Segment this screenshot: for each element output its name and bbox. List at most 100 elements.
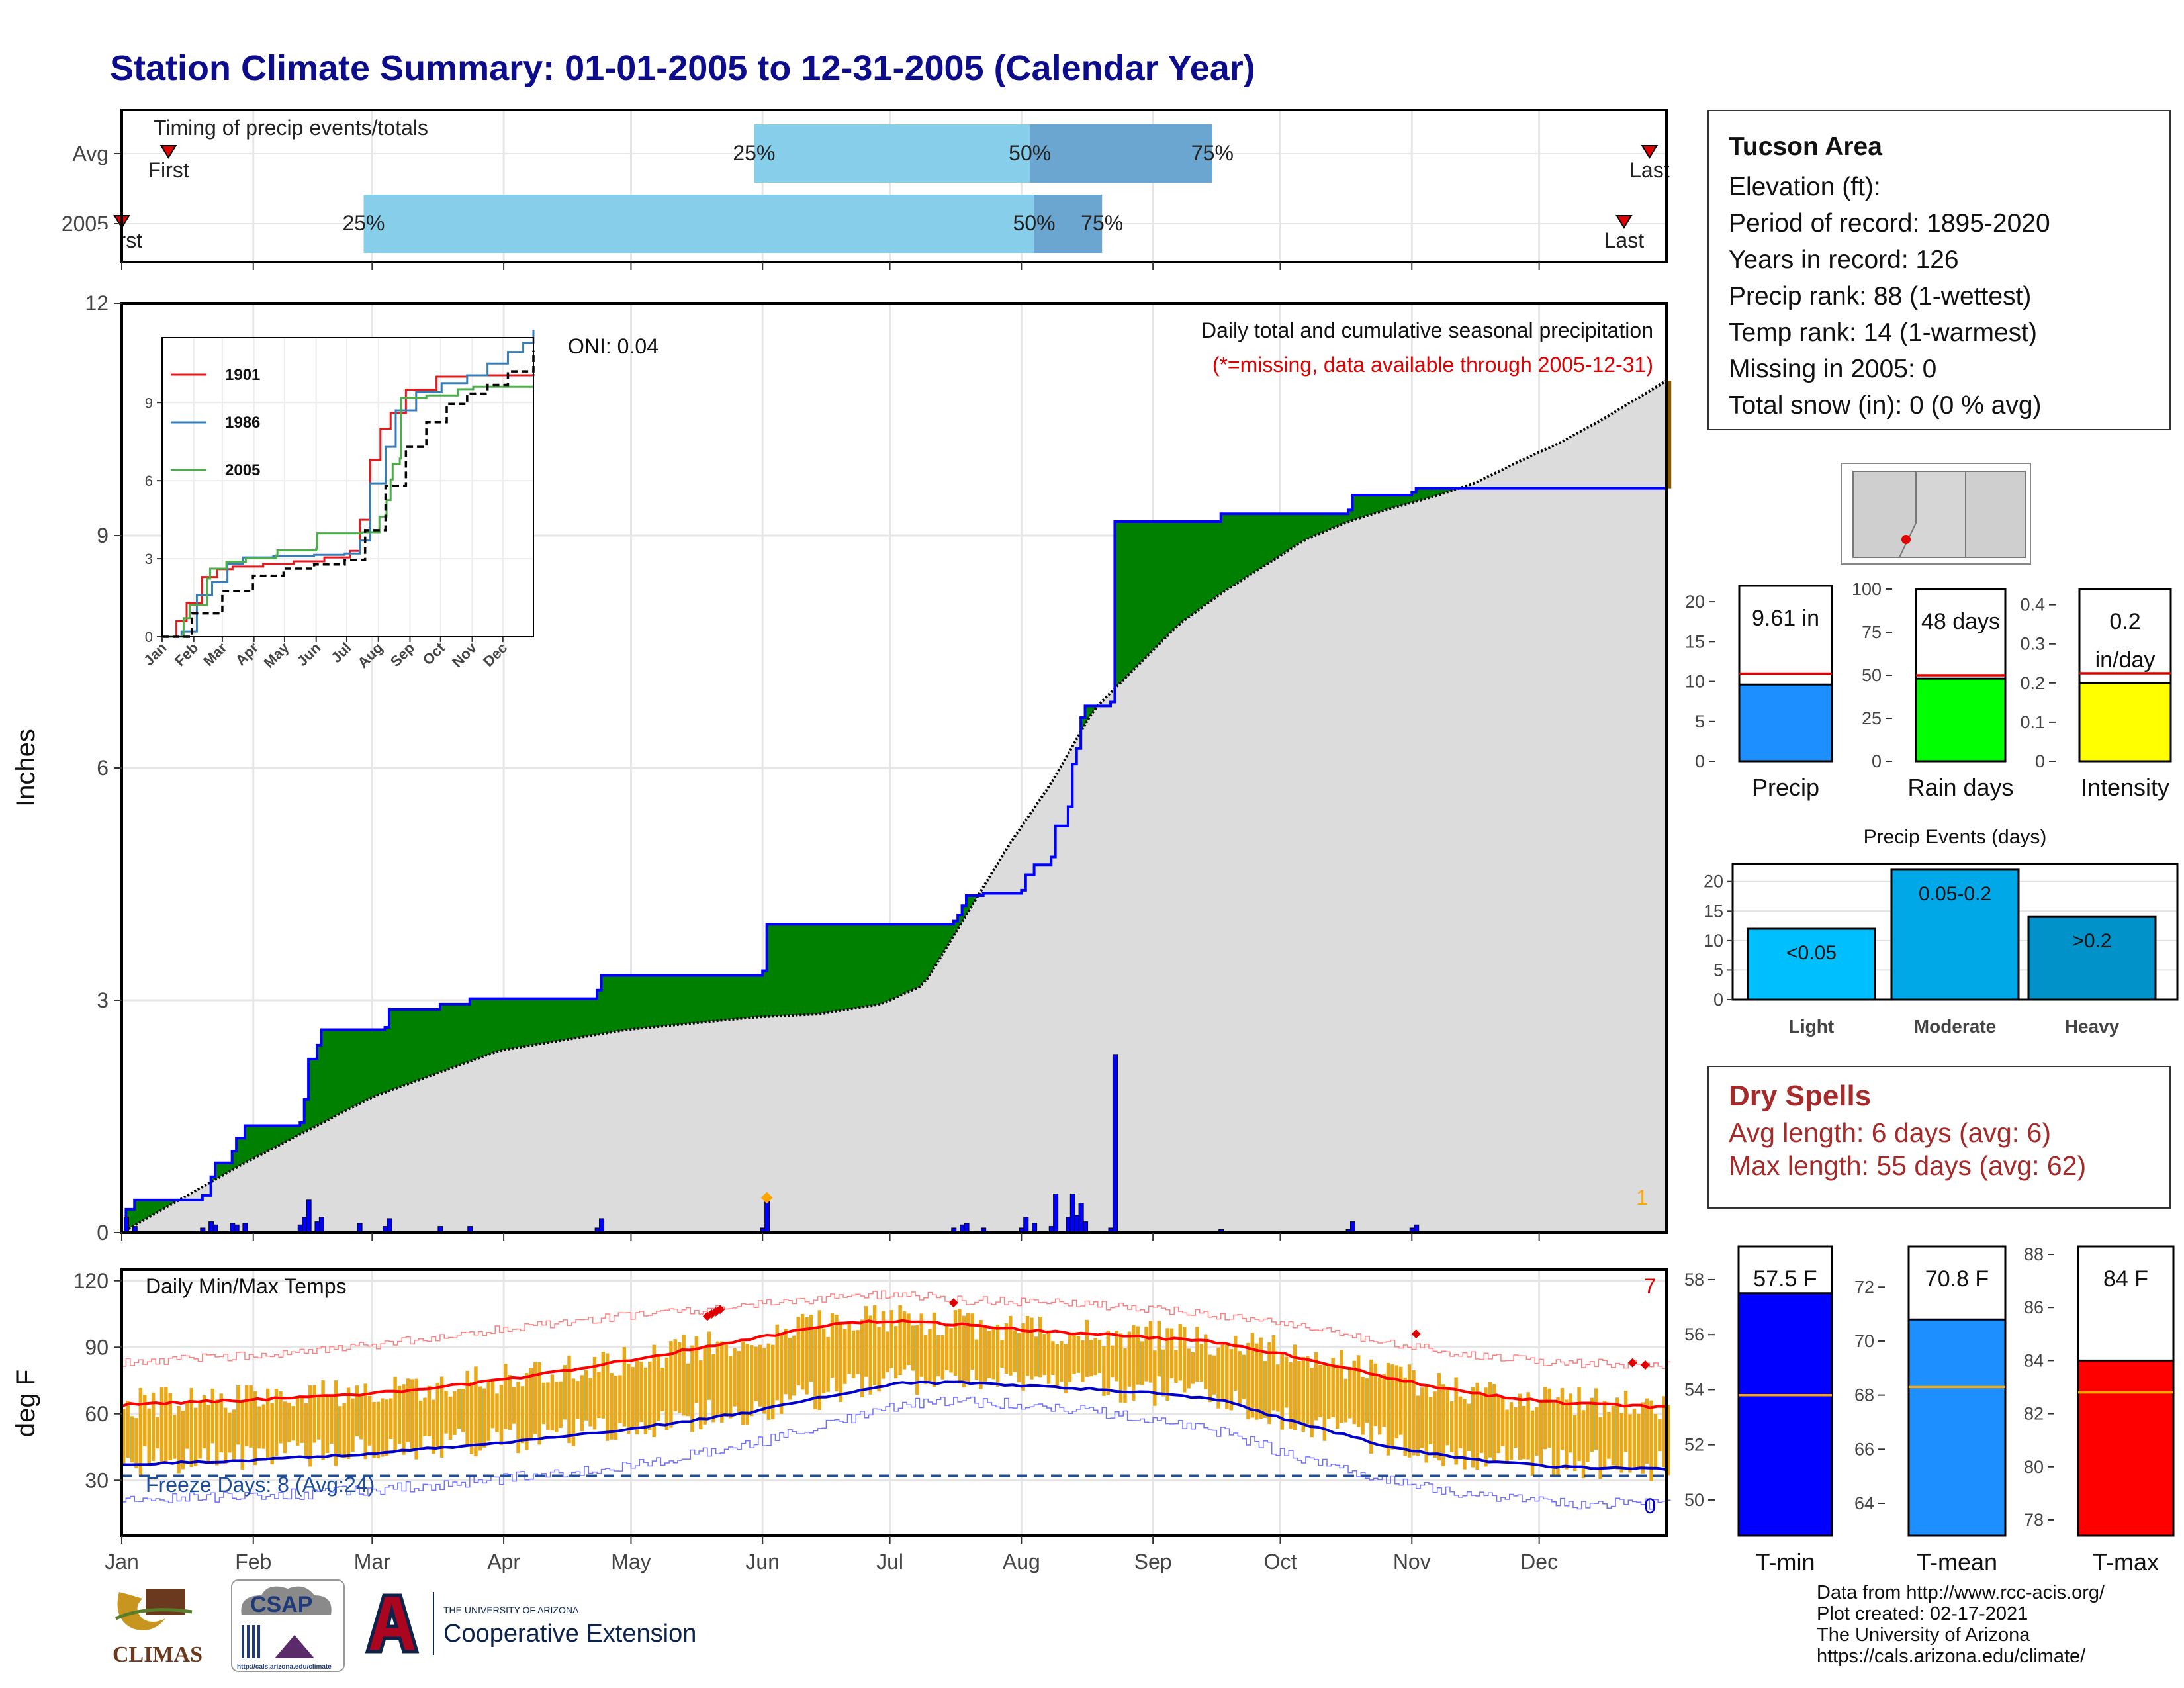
csap-logo: CSAP http://cals.arizona.edu/climate xyxy=(231,1579,345,1672)
dry-spells-avg: Avg length: 6 days (avg: 6) xyxy=(1729,1117,2051,1148)
timing-bar-50-75 xyxy=(1030,124,1212,183)
credit-plot-created: Plot created: 02-17-2021 xyxy=(1817,1603,2028,1624)
intensity-tick-label: 0 xyxy=(2035,751,2045,771)
daily-precip-bar xyxy=(1053,1194,1059,1233)
inset-legend-label: 1986 xyxy=(225,414,260,432)
tmean-bar xyxy=(1907,1318,2007,1537)
station-temp-rank: Temp rank: 14 (1-warmest) xyxy=(1729,318,2037,347)
precip-events-category-label: Moderate xyxy=(1914,1016,1996,1037)
month-label: Sep xyxy=(1134,1550,1172,1573)
first-event-marker xyxy=(159,145,177,159)
precip-events-border xyxy=(1731,863,2179,1001)
tmean-tick-label: 70 xyxy=(1854,1331,1874,1351)
precip-total-category-label: Precip xyxy=(1752,774,1819,801)
precip-events-title: Precip Events (days) xyxy=(1864,826,2047,848)
tmean-tick-label: 68 xyxy=(1854,1385,1874,1405)
last-event-marker xyxy=(1641,145,1659,159)
rain-days-bar xyxy=(1915,677,2007,763)
daily-precip-bar xyxy=(387,1218,392,1233)
csap-cloud-icon xyxy=(241,1586,332,1615)
intensity-value-label-2: in/day xyxy=(2095,647,2156,673)
precip-y-tick-label: 12 xyxy=(85,291,109,315)
precip-events-tick-label: 10 xyxy=(1704,931,1723,951)
timing-title: Timing of precip events/totals xyxy=(154,116,428,140)
tmin-tick-label: 54 xyxy=(1684,1380,1704,1399)
observed-cumulative-line xyxy=(122,487,1666,1234)
dry-spells-title: Dry Spells xyxy=(1729,1080,1872,1112)
precip-events-bar xyxy=(1890,868,2020,1001)
record-high-marker xyxy=(1627,1358,1637,1368)
tmax-tick-label: 78 xyxy=(2024,1510,2044,1530)
record-high-marker xyxy=(1640,1360,1650,1370)
missing-count: 1 xyxy=(1636,1186,1648,1209)
precip-events-bar xyxy=(2027,915,2157,1001)
timing-25-label: 25% xyxy=(342,211,385,235)
logos: CLIMAS CSAP http://cals.arizona.edu/clim… xyxy=(113,1579,696,1672)
temperature-panel: Daily Min/Max Temps Freeze Days: 8 (Avg:2… xyxy=(11,1268,1671,1573)
timing-75-label: 75% xyxy=(1081,211,1123,235)
precip-total-tick-label: 5 xyxy=(1695,712,1705,731)
csap-mountain-icon xyxy=(275,1635,314,1658)
inset-y-tick-label: 3 xyxy=(145,551,153,567)
record-low-count: 0 xyxy=(1644,1494,1656,1518)
month-label: Jun xyxy=(745,1550,780,1573)
oni-label: ONI: 0.04 xyxy=(568,334,659,358)
month-label: Aug xyxy=(1003,1550,1040,1573)
record-low-line xyxy=(122,1396,1671,1510)
month-label: Dec xyxy=(1520,1550,1558,1573)
station-period: Period of record: 1895-2020 xyxy=(1729,209,2050,238)
inset-y-tick-label: 0 xyxy=(145,629,153,645)
month-label: Jul xyxy=(876,1550,903,1573)
precip-total-tick-label: 10 xyxy=(1685,672,1705,692)
map-state-nm xyxy=(1965,471,2026,558)
precip-total-value-label: 9.61 in xyxy=(1752,606,1819,631)
first-event-label: First xyxy=(148,158,189,182)
chart-title: Station Climate Summary: 01-01-2005 to 1… xyxy=(110,48,1255,88)
rain-days-value-label: 48 days xyxy=(1921,609,2000,634)
location-map xyxy=(1841,463,2031,565)
precip-events-tick-label: 0 xyxy=(1713,990,1723,1009)
tmin-chart: 57.5 F 50 52 54 56 58 T-min xyxy=(1684,1245,1833,1575)
inset-series-line xyxy=(162,385,533,638)
daily-precip-bar xyxy=(1350,1221,1356,1233)
tmax-tick-label: 84 xyxy=(2024,1350,2044,1370)
credit-university: The University of Arizona xyxy=(1817,1624,2030,1646)
timing-bar-50-75 xyxy=(1034,195,1103,253)
precip-total-tick-label: 0 xyxy=(1695,751,1705,771)
precip-events-tick-label: 5 xyxy=(1713,960,1723,980)
precip-events-value-label: 0.05-0.2 xyxy=(1919,883,1991,905)
daily-precip-bar xyxy=(1023,1217,1029,1233)
temp-y-tick-label: 90 xyxy=(85,1335,109,1359)
precip-total-tick-label: 20 xyxy=(1685,592,1705,612)
precip-y-tick-label: 9 xyxy=(97,524,109,547)
precip-events-category-label: Heavy xyxy=(2065,1016,2120,1037)
month-label: Mar xyxy=(354,1550,390,1573)
month-label: Apr xyxy=(487,1550,520,1573)
precip-title: Daily total and cumulative seasonal prec… xyxy=(1201,318,1653,342)
average-cumulative-line xyxy=(121,379,1668,1234)
rain-days-tick-label: 75 xyxy=(1862,622,1882,642)
tmax-tick-label: 80 xyxy=(2024,1457,2044,1477)
timing-50-label: 50% xyxy=(1013,211,1056,235)
timing-75-label: 75% xyxy=(1191,141,1234,165)
rain-days-tick-label: 50 xyxy=(1862,665,1882,685)
tmax-bar xyxy=(2077,1359,2175,1537)
inset-legend-label: 1901 xyxy=(225,366,260,384)
month-label: Feb xyxy=(235,1550,271,1573)
intensity-tick-label: 0.1 xyxy=(2020,712,2045,732)
climas-logo-swoosh xyxy=(114,1608,193,1620)
precip-events-tick-label: 15 xyxy=(1704,901,1723,921)
timing-label-clip xyxy=(99,229,122,256)
intensity-tick-label: 0.3 xyxy=(2020,634,2045,654)
intensity-bar xyxy=(2078,682,2172,763)
missing-data-marker xyxy=(760,1192,773,1204)
month-label: Nov xyxy=(1393,1550,1431,1573)
daily-temp-range-bars xyxy=(122,1305,1670,1481)
record-high-count: 7 xyxy=(1644,1274,1656,1298)
tmin-category-label: T-min xyxy=(1756,1548,1815,1575)
tmin-value-label: 57.5 F xyxy=(1753,1266,1817,1291)
rain-days-tick-label: 100 xyxy=(1852,579,1882,599)
station-info-panel: Tucson Area Elevation (ft): Period of re… xyxy=(1707,110,2171,430)
station-location-marker xyxy=(1901,535,1911,544)
